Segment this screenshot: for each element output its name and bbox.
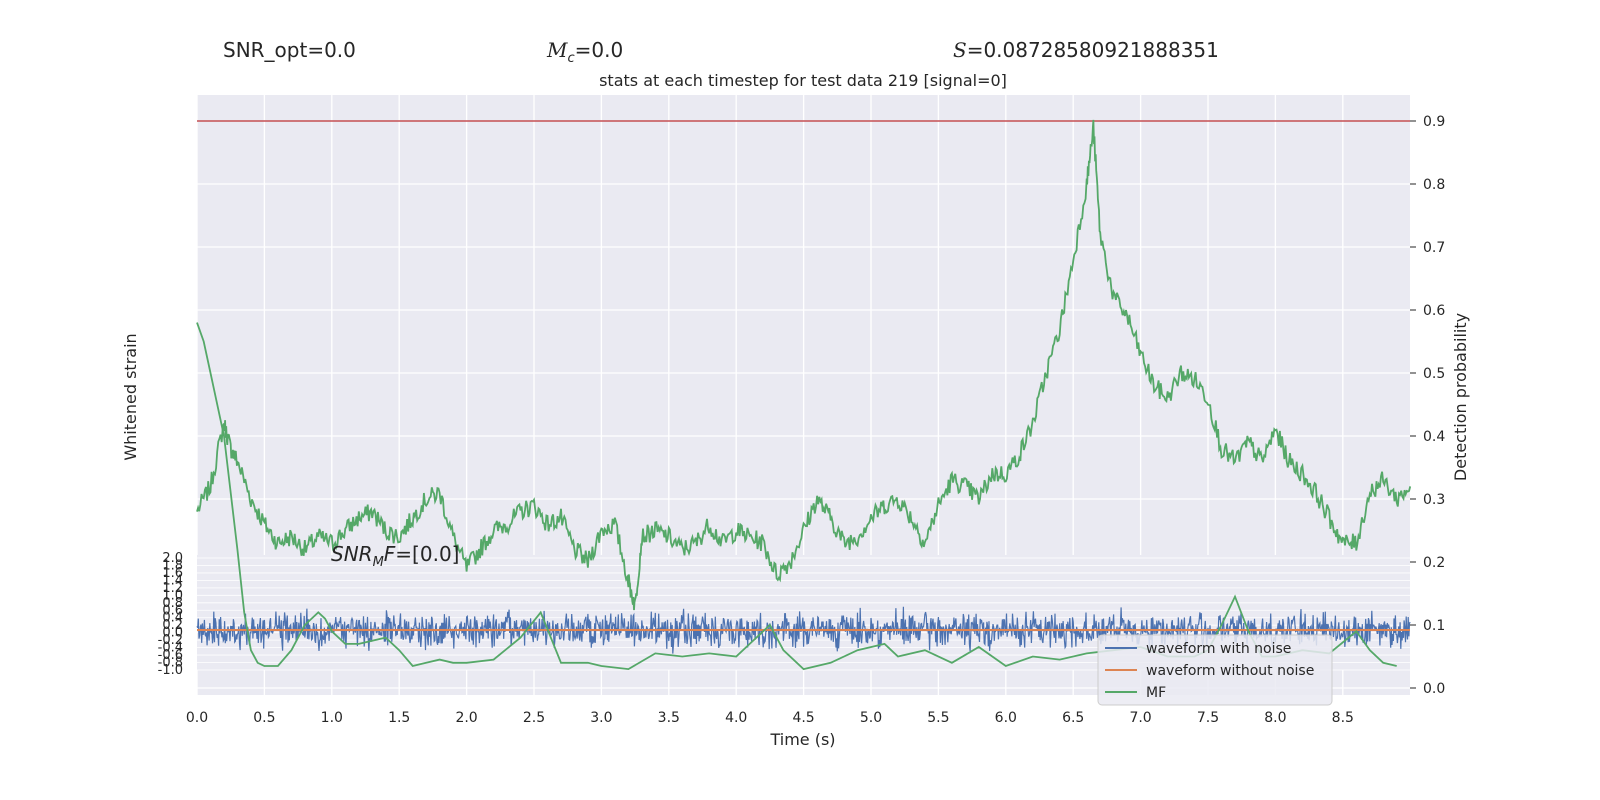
inset-tick-label: 0.4 (162, 611, 183, 626)
x-tick-label: 2.5 (523, 710, 545, 726)
right-tick-label: 0.0 (1423, 681, 1445, 697)
right-tick-label: 0.9 (1423, 114, 1445, 130)
right-tick-label: 0.4 (1423, 429, 1445, 445)
detection-probability-line (196, 119, 1412, 611)
inset-tick-label: -0.4 (158, 641, 183, 656)
x-axis-ticks: 0.0 0.5 1.0 1.5 2.0 2.5 3.0 3.5 4.0 4.5 5.0 5.5 6.0 6… (186, 710, 1354, 726)
inset-tick-label: 0.6 (162, 603, 183, 618)
x-tick-label: 8.0 (1264, 710, 1286, 726)
snr-opt-label: SNR_opt=0.0 (223, 38, 356, 62)
legend-label-1: waveform without noise (1146, 663, 1314, 679)
x-tick-label: 2.0 (455, 710, 477, 726)
x-tick-label: 6.5 (1062, 710, 1084, 726)
chirp-mass-value: =0.0 (574, 38, 624, 62)
snr-mf-label: SNRMF=[0.0] (331, 542, 459, 570)
right-tick-label: 0.6 (1423, 303, 1445, 319)
legend: waveform with noise waveform without nois… (1097, 634, 1333, 706)
inset-tick-label: 1.6 (162, 566, 183, 581)
inset-tick-label: -0.2 (158, 633, 183, 648)
inset-tick-label: 2.0 (162, 551, 183, 566)
right-tick-label: 0.3 (1423, 492, 1445, 508)
inset-tick-label: 1.4 (162, 573, 183, 588)
x-tick-label: 0.0 (186, 710, 208, 726)
legend-label-0: waveform with noise (1146, 641, 1291, 657)
snr-mf-value: =[0.0] (395, 542, 459, 566)
x-tick-label: 5.5 (927, 710, 949, 726)
x-tick-label: 7.5 (1197, 710, 1219, 726)
right-tick-label: 0.7 (1423, 240, 1445, 256)
right-tick-label: 0.8 (1423, 177, 1445, 193)
inset-tick-label: -1.0 (158, 663, 183, 678)
right-tick-label: 0.5 (1423, 366, 1445, 382)
x-tick-label: 3.0 (590, 710, 612, 726)
right-tick-label: 0.2 (1423, 555, 1445, 571)
x-tick-label: 5.0 (860, 710, 882, 726)
x-tick-label: 3.5 (658, 710, 680, 726)
s-statistic-value: =0.08728580921888351 (966, 38, 1219, 62)
x-tick-label: 6.0 (995, 710, 1017, 726)
inset-tick-label: -0.8 (158, 656, 183, 671)
x-tick-label: 1.0 (321, 710, 343, 726)
chirp-mass-label: Mc=0.0 (547, 38, 624, 66)
x-axis-label: Time (s) (769, 730, 835, 749)
right-axis-ticks: 0.0 0.1 0.2 0.3 0.4 0.5 0.6 0.7 0.8 0.9 (1410, 114, 1445, 697)
inset-tick-label: 1.2 (162, 581, 183, 596)
inset-tick-label: 0.8 (162, 596, 183, 611)
s-statistic-label: S=0.08728580921888351 (953, 38, 1219, 62)
x-tick-label: 7.0 (1129, 710, 1151, 726)
x-tick-label: 4.5 (792, 710, 814, 726)
inset-y-ticks: 2.01.81.61.41.21.00.80.60.40.20.0-0.2-0.… (158, 551, 183, 678)
inset-tick-label: 0.0 (162, 626, 183, 641)
right-tick-label: 0.1 (1423, 618, 1445, 634)
left-axis-label: Whitened strain (121, 333, 140, 460)
legend-box (1097, 634, 1333, 706)
inset-tick-label: 1.8 (162, 558, 183, 573)
chart-title: stats at each timestep for test data 219… (599, 71, 1007, 90)
right-axis-label: Detection probability (1451, 313, 1470, 481)
x-tick-label: 4.0 (725, 710, 747, 726)
x-tick-label: 0.5 (253, 710, 275, 726)
inset-tick-label: 0.2 (162, 618, 183, 633)
x-tick-label: 8.5 (1332, 710, 1354, 726)
x-tick-label: 1.5 (388, 710, 410, 726)
inset-tick-label: -0.6 (158, 648, 183, 663)
legend-label-2: MF (1146, 685, 1166, 701)
inset-tick-label: 1.0 (162, 588, 183, 603)
